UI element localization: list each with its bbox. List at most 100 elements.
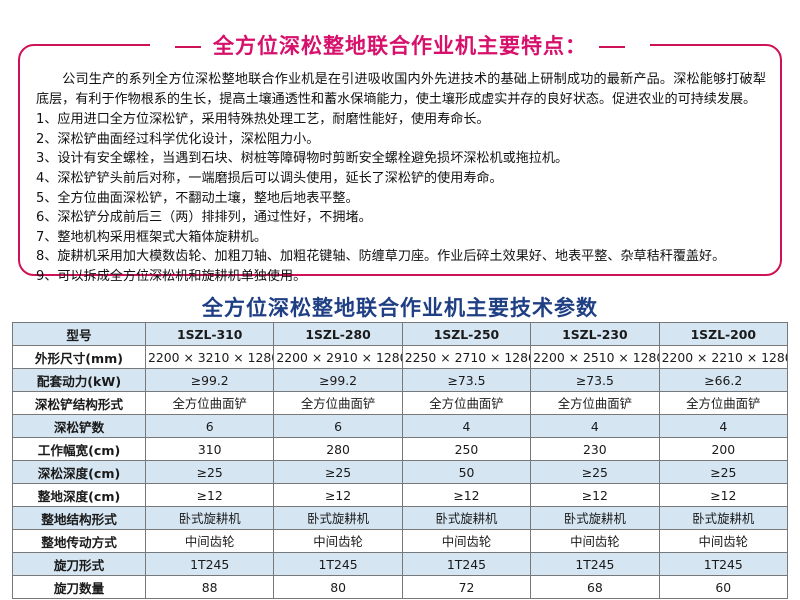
spec-cell: 卧式旋耕机 (401, 506, 532, 530)
spec-cell: 2200 × 2510 × 1280 (530, 345, 660, 369)
spec-cell: ≥12 (530, 483, 660, 507)
spec-cell: 1T245 (401, 552, 532, 576)
spec-cell: 中间齿轮 (401, 529, 532, 553)
spec-cell: 68 (530, 575, 660, 599)
spec-table-row: 深松铲结构形式 全方位曲面铲 全方位曲面铲 全方位曲面铲 全方位曲面铲 全方位曲面铲 (12, 391, 789, 415)
spec-cell: 6 (273, 414, 403, 438)
spec-cell: 1T245 (530, 552, 660, 576)
spec-cell: 2250 × 2710 × 1280 (401, 345, 532, 369)
spec-cell: ≥12 (658, 483, 789, 507)
spec-cell: 卧式旋耕机 (144, 506, 275, 530)
spec-row-label: 外形尺寸(mm) (12, 345, 146, 369)
spec-row-label: 旋刀数量 (12, 575, 146, 599)
spec-cell: ≥12 (144, 483, 275, 507)
spec-cell: ≥12 (273, 483, 403, 507)
features-panel: 公司生产的系列全方位深松整地联合作业机是在引进吸收国内外先进技术的基础上研制成功… (18, 44, 782, 284)
spec-cell: 中间齿轮 (144, 529, 275, 553)
spec-cell: 1T245 (273, 552, 403, 576)
feature-item-7: 7、整地机构采用框架式大箱体旋耕机。 (36, 229, 267, 245)
features-intro-paragraph: 公司生产的系列全方位深松整地联合作业机是在引进吸收国内外先进技术的基础上研制成功… (36, 72, 766, 107)
spec-cell: ≥66.2 (658, 368, 789, 392)
spec-cell: 4 (530, 414, 660, 438)
spec-table-row: 旋刀数量 88 80 72 68 60 (12, 575, 789, 599)
spec-table-row: 工作幅宽(cm) 310 280 250 230 200 (12, 437, 789, 461)
spec-cell: 2200 × 2910 × 1280 (273, 345, 403, 369)
spec-table-row: 整地传动方式 中间齿轮 中间齿轮 中间齿轮 中间齿轮 中间齿轮 (12, 529, 789, 553)
spec-cell: 230 (530, 437, 660, 461)
spec-table-row: 配套动力(kW) ≥99.2 ≥99.2 ≥73.5 ≥73.5 ≥66.2 (12, 368, 789, 392)
feature-item-4: 4、深松铲铲头前后对称，一端磨损后可以调头使用，延长了深松铲的使用寿命。 (36, 170, 503, 186)
spec-cell: 6 (144, 414, 275, 438)
spec-cell: 72 (401, 575, 532, 599)
spec-cell: ≥25 (658, 460, 789, 484)
spec-row-label: 配套动力(kW) (12, 368, 146, 392)
spec-table-header-row: 型号 1SZL-310 1SZL-280 1SZL-250 1SZL-230 1SZL-2… (12, 322, 789, 346)
spec-cell: 2200 × 3210 × 1280 (144, 345, 275, 369)
spec-cell: 60 (658, 575, 789, 599)
spec-corner-header: 型号 (12, 322, 146, 346)
spec-table-row: 深松铲数 6 6 4 4 4 (12, 414, 789, 438)
spec-cell: 全方位曲面铲 (144, 391, 275, 415)
spec-cell: ≥99.2 (273, 368, 403, 392)
spec-cell: 全方位曲面铲 (530, 391, 660, 415)
spec-cell: 310 (144, 437, 275, 461)
spec-table-row: 整地深度(cm) ≥12 ≥12 ≥12 ≥12 ≥12 (12, 483, 789, 507)
feature-item-1: 1、应用进口全方位深松铲，采用特殊热处理工艺，耐磨性能好，使用寿命长。 (36, 112, 490, 128)
spec-cell: 2200 × 2210 × 1280 (658, 345, 789, 369)
spec-table-row: 外形尺寸(mm) 2200 × 3210 × 1280 2200 × 2910 × … (12, 345, 789, 369)
spec-row-label: 旋刀形式 (12, 552, 146, 576)
spec-cell: 卧式旋耕机 (530, 506, 660, 530)
features-title-rule-left (175, 46, 213, 49)
spec-cell: ≥25 (144, 460, 275, 484)
spec-column-header: 1SZL-200 (658, 322, 789, 346)
spec-cell: ≥25 (273, 460, 403, 484)
spec-cell: 4 (658, 414, 789, 438)
features-title-rule-right (587, 46, 625, 49)
spec-cell: ≥73.5 (530, 368, 660, 392)
spec-column-header: 1SZL-280 (273, 322, 403, 346)
feature-item-5: 5、全方位曲面深松铲，不翻动土壤，整地后地表平整。 (36, 190, 359, 206)
spec-row-label: 深松深度(cm) (12, 460, 146, 484)
spec-cell: 全方位曲面铲 (658, 391, 789, 415)
spec-cell: 88 (144, 575, 275, 599)
spec-table-row: 深松深度(cm) ≥25 ≥25 50 ≥25 ≥25 (12, 460, 789, 484)
spec-cell: 中间齿轮 (530, 529, 660, 553)
spec-row-label: 整地深度(cm) (12, 483, 146, 507)
spec-cell: 1T245 (658, 552, 789, 576)
spec-cell: 全方位曲面铲 (401, 391, 532, 415)
features-body: 公司生产的系列全方位深松整地联合作业机是在引进吸收国内外先进技术的基础上研制成功… (36, 70, 766, 287)
spec-cell: 卧式旋耕机 (273, 506, 403, 530)
spec-cell: ≥25 (530, 460, 660, 484)
feature-item-2: 2、深松铲曲面经过科学优化设计，深松阻力小。 (36, 131, 320, 147)
spec-column-header: 1SZL-310 (144, 322, 275, 346)
spec-table-row: 整地结构形式 卧式旋耕机 卧式旋耕机 卧式旋耕机 卧式旋耕机 卧式旋耕机 (12, 506, 789, 530)
spec-cell: 200 (658, 437, 789, 461)
spec-cell: ≥12 (401, 483, 532, 507)
spec-row-label: 整地结构形式 (12, 506, 146, 530)
spec-table: 型号 1SZL-310 1SZL-280 1SZL-250 1SZL-230 1SZL-2… (12, 322, 789, 599)
spec-table-wrapper: 型号 1SZL-310 1SZL-280 1SZL-250 1SZL-230 1SZL-2… (12, 322, 789, 599)
spec-row-label: 整地传动方式 (12, 529, 146, 553)
spec-row-label: 工作幅宽(cm) (12, 437, 146, 461)
spec-column-header: 1SZL-230 (530, 322, 660, 346)
spec-cell: 80 (273, 575, 403, 599)
features-list: 1、应用进口全方位深松铲，采用特殊热处理工艺，耐磨性能好，使用寿命长。 2、深松… (36, 110, 766, 286)
spec-table-row: 旋刀形式 1T245 1T245 1T245 1T245 1T245 (12, 552, 789, 576)
spec-row-label: 深松铲数 (12, 414, 146, 438)
spec-cell: 全方位曲面铲 (273, 391, 403, 415)
feature-item-8: 8、旋耕机采用加大模数齿轮、加粗刀轴、加粗花键轴、防缠草刀座。作业后碎土效果好、… (36, 249, 726, 265)
spec-column-header: 1SZL-250 (401, 322, 532, 346)
feature-item-3: 3、设计有安全螺栓，当遇到石块、树桩等障碍物时剪断安全螺栓避免损坏深松机或拖拉机… (36, 151, 569, 167)
spec-cell: 4 (401, 414, 532, 438)
spec-cell: 250 (401, 437, 532, 461)
spec-cell: 1T245 (144, 552, 275, 576)
spec-title: 全方位深松整地联合作业机主要技术参数 (202, 295, 598, 320)
spec-cell: 280 (273, 437, 403, 461)
spec-cell: 中间齿轮 (658, 529, 789, 553)
spec-cell: 卧式旋耕机 (658, 506, 789, 530)
feature-item-9: 9、可以拆成全方位深松机和旋耕机单独使用。 (36, 268, 307, 284)
spec-cell: 中间齿轮 (273, 529, 403, 553)
feature-item-6: 6、深松铲分成前后三（两）排排列，通过性好，不拥堵。 (36, 210, 372, 226)
spec-row-label: 深松铲结构形式 (12, 391, 146, 415)
spec-cell: 50 (401, 460, 532, 484)
